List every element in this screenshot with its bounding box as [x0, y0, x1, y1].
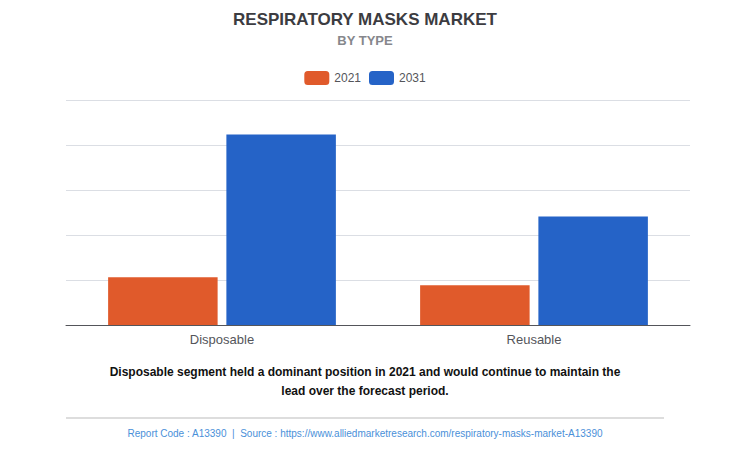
svg-text:RESPIRATORY MASKS MARKET: RESPIRATORY MASKS MARKET: [233, 10, 497, 29]
svg-text:BY TYPE: BY TYPE: [337, 33, 393, 48]
svg-text:Disposable segment held a domi: Disposable segment held a dominant posit…: [110, 365, 621, 379]
svg-text:Reusable: Reusable: [507, 332, 562, 347]
svg-text:Report Code : A13390 | Sourc: Report Code : A13390 | Source : https://…: [127, 428, 602, 439]
svg-text:lead over the forecast period.: lead over the forecast period.: [281, 384, 448, 398]
svg-text:2021: 2021: [334, 71, 361, 85]
svg-text:2031: 2031: [399, 71, 426, 85]
svg-text:Disposable: Disposable: [190, 332, 254, 347]
